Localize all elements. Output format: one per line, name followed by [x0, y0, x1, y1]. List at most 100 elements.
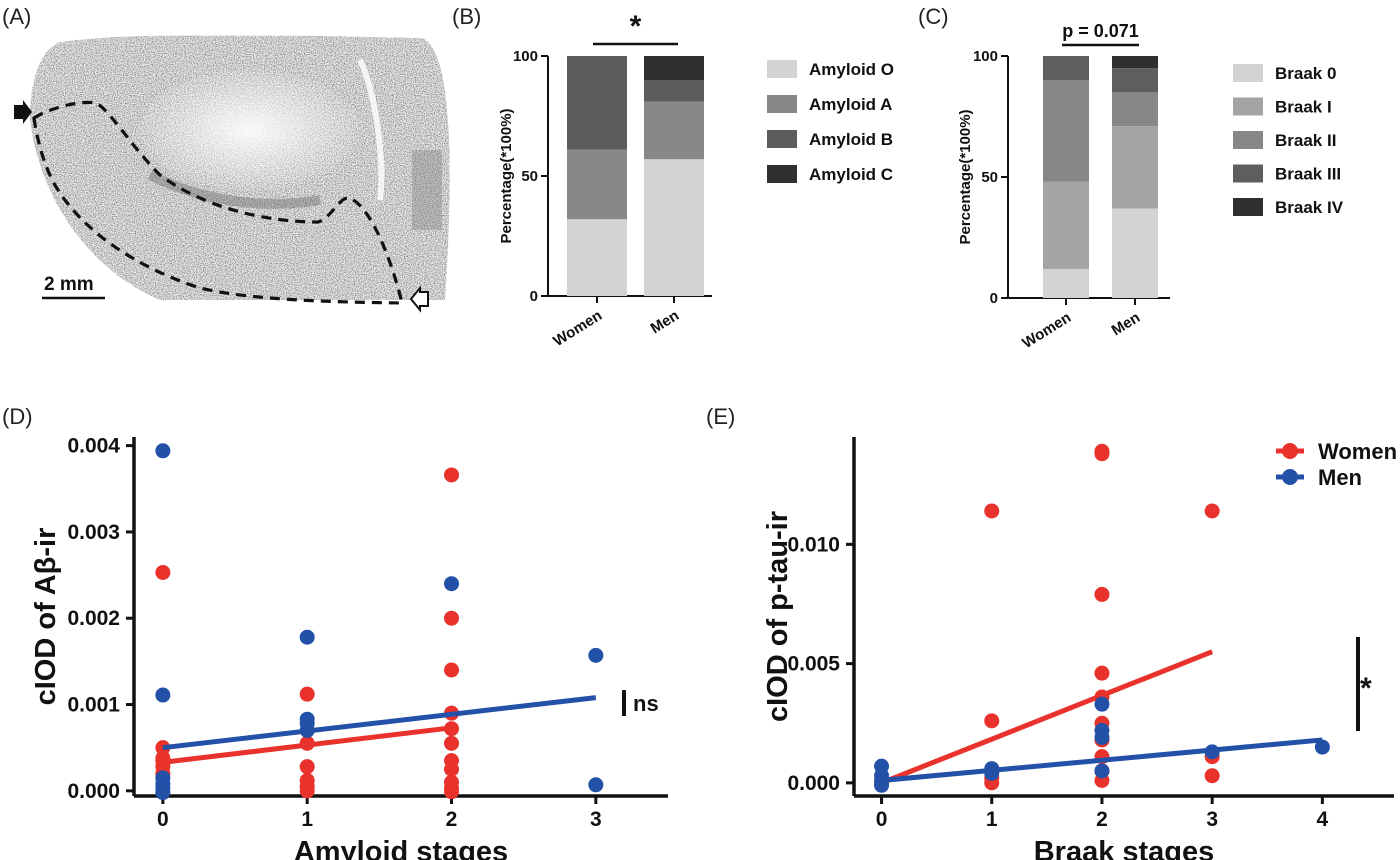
panel-d: (D) 0.000 0.001 0.002 0.003 0.004 0 1 2 3 Amyloid… — [2, 404, 668, 860]
bar-segment-braak-iii — [1112, 68, 1158, 93]
chart-d: 0.000 0.001 0.002 0.003 0.004 0 1 2 3 Amyloid sta… — [30, 435, 668, 860]
bar-segment-braak-ii — [1112, 92, 1158, 127]
legend-swatch — [767, 130, 797, 148]
y-tick-label: 100 — [973, 48, 998, 65]
point-women — [155, 564, 171, 580]
legend-label: Amyloid O — [809, 60, 894, 79]
panel-label-d: (D) — [2, 404, 33, 429]
bar-segment-braak-i — [1043, 181, 1089, 269]
y-tick-label: 0.004 — [67, 435, 120, 458]
point-men — [155, 443, 171, 459]
legend-label: Amyloid C — [809, 165, 893, 184]
bar-segment-braak-0 — [1043, 268, 1089, 298]
panel-label-a: (A) — [2, 4, 31, 29]
chart-b: 0 50 100 Percentage(*100%) Women Men * Amyloid … — [498, 10, 894, 350]
legend-label: Braak IV — [1275, 198, 1344, 217]
point-women — [1094, 665, 1110, 681]
point-men — [299, 629, 315, 645]
point-men — [444, 576, 460, 592]
point-women — [444, 662, 460, 678]
arrow-right-hollow-icon — [409, 285, 429, 313]
y-tick-label: 0.010 — [787, 533, 840, 556]
panel-label-c: (C) — [918, 4, 949, 29]
fit-line-men — [881, 737, 1323, 783]
point-women — [984, 713, 1000, 729]
point-men — [1314, 739, 1330, 755]
y-tick-label: 50 — [981, 169, 998, 186]
point-men — [155, 785, 171, 801]
x-tick-label: 3 — [1206, 808, 1218, 831]
bar-segment-amyloid-b — [644, 80, 704, 102]
fit-line-men — [162, 695, 597, 751]
legend-swatch — [767, 165, 797, 183]
x-tick-label: 2 — [1096, 808, 1108, 831]
x-tick-label: Men — [648, 307, 682, 337]
legend-marker — [1282, 469, 1298, 485]
legend-label: Men — [1318, 465, 1362, 490]
point-women — [1094, 446, 1110, 462]
panel-label-e: (E) — [706, 404, 735, 429]
y-tick-label: 50 — [521, 168, 538, 185]
legend-label: Braak II — [1275, 131, 1336, 150]
x-axis-label: Braak stages — [1034, 836, 1215, 860]
point-women — [984, 503, 1000, 519]
legend-marker — [1282, 443, 1298, 459]
bar-segment-amyloid-a — [644, 101, 704, 160]
point-women — [1204, 768, 1220, 784]
panel-a: (A) 2 mm — [2, 4, 450, 313]
y-tick-label: 0.001 — [67, 694, 120, 717]
panel-c: (C) 0 50 100 Percentage(*100%) Women Men p = 0… — [918, 4, 1344, 352]
fit-line-women — [880, 649, 1214, 786]
x-tick-label: Women — [1019, 309, 1074, 352]
y-tick-label: 0.005 — [787, 653, 840, 676]
panel-b: (B) 0 50 100 Percentage(*100%) Women Men * Amyl… — [452, 4, 894, 350]
point-men — [1094, 730, 1110, 746]
point-men — [155, 687, 171, 703]
point-women — [299, 686, 315, 702]
legend-label: Braak 0 — [1275, 64, 1336, 83]
arrow-left-icon — [14, 100, 32, 124]
point-women — [444, 761, 460, 777]
bar-segment-braak-ii — [1043, 80, 1089, 182]
point-women — [444, 467, 460, 483]
fit-line-women — [162, 725, 452, 765]
tissue-micrograph — [30, 34, 450, 300]
point-women — [1204, 503, 1220, 519]
legend-swatch — [767, 60, 797, 78]
legend-swatch — [1233, 64, 1263, 82]
y-tick-label: 100 — [513, 48, 538, 65]
bar-segment-braak-0 — [1112, 208, 1158, 298]
y-tick-label: 0.003 — [67, 521, 120, 544]
bar-segment-braak-i — [1112, 126, 1158, 209]
legend-label: Women — [1318, 439, 1397, 464]
bar-segment-amyloid-o — [567, 219, 627, 296]
significance-label: p = 0.071 — [1062, 21, 1139, 41]
significance-label: * — [630, 10, 642, 43]
legend-swatch — [1233, 164, 1263, 183]
x-tick-label: 0 — [157, 808, 169, 831]
panel-label-b: (B) — [452, 4, 481, 29]
y-tick-label: 0.000 — [67, 780, 120, 803]
x-tick-label: 4 — [1317, 808, 1329, 831]
point-men — [1094, 696, 1110, 712]
chart-c: 0 50 100 Percentage(*100%) Women Men p = 0.071… — [957, 21, 1344, 352]
bar-segment-amyloid-o — [644, 159, 704, 296]
annotation-label: * — [1360, 672, 1372, 705]
y-axis-label: Percentage(*100%) — [498, 108, 515, 243]
x-tick-label: 3 — [590, 808, 602, 831]
point-men — [1094, 763, 1110, 779]
x-tick-label: 1 — [301, 808, 313, 831]
y-axis-label: Percentage(*100%) — [957, 109, 974, 244]
panel-e: (E) 0.000 0.005 0.010 0 1 2 3 4 Braak stages cIOD… — [706, 404, 1397, 860]
point-women — [444, 735, 460, 751]
x-tick-label: 0 — [876, 808, 888, 831]
point-women — [444, 784, 460, 800]
x-tick-label: Women — [550, 307, 605, 350]
legend-label: Amyloid B — [809, 130, 893, 149]
bar-segment-amyloid-a — [567, 149, 627, 220]
point-women — [299, 759, 315, 775]
point-women — [1094, 586, 1110, 602]
y-axis-label: cIOD of Aβ-ir — [30, 528, 62, 706]
annotation-label: ns — [633, 691, 659, 716]
